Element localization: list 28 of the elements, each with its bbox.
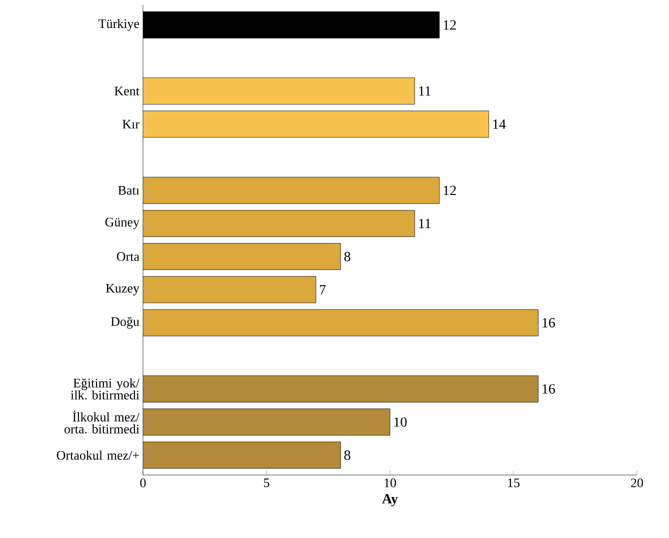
x-tick-label: 10 [384,478,396,488]
y-tick-label: Kuzey [106,284,140,296]
data-label: 12 [444,20,456,30]
data-label: 11 [419,86,431,96]
y-tick-label: Doğu [110,316,140,329]
data-label: 8 [344,450,350,460]
y-tick-label: Kır [122,120,140,128]
data-label: 14 [493,120,506,129]
data-label: 7 [320,285,326,294]
y-tick-label: Kent [114,86,140,96]
x-tick-label: 20 [631,478,643,488]
data-label: 16 [542,318,555,328]
x-tick-label: 5 [264,478,270,488]
data-label: 11 [419,218,431,228]
y-tick-label: Batı [118,186,140,195]
y-tick-label: Güney [105,218,140,230]
data-label: 16 [542,384,555,394]
data-label: 8 [344,252,350,262]
y-tick-label: İlkokul mez/ orta. bitirmedi [64,410,140,434]
y-tick-label: Eğitimi yok/ ilk. bitirmedi [70,378,140,400]
data-label: 10 [394,417,407,427]
x-axis-title: Ay [382,494,398,506]
x-tick-label: 15 [508,478,520,488]
x-tick-label: 0 [140,478,146,488]
y-tick-label: Türkiye [98,18,140,31]
data-label: 12 [444,186,456,195]
y-tick-label: Ortaokul mez/+ [56,450,139,460]
y-tick-label: Orta [116,252,140,261]
